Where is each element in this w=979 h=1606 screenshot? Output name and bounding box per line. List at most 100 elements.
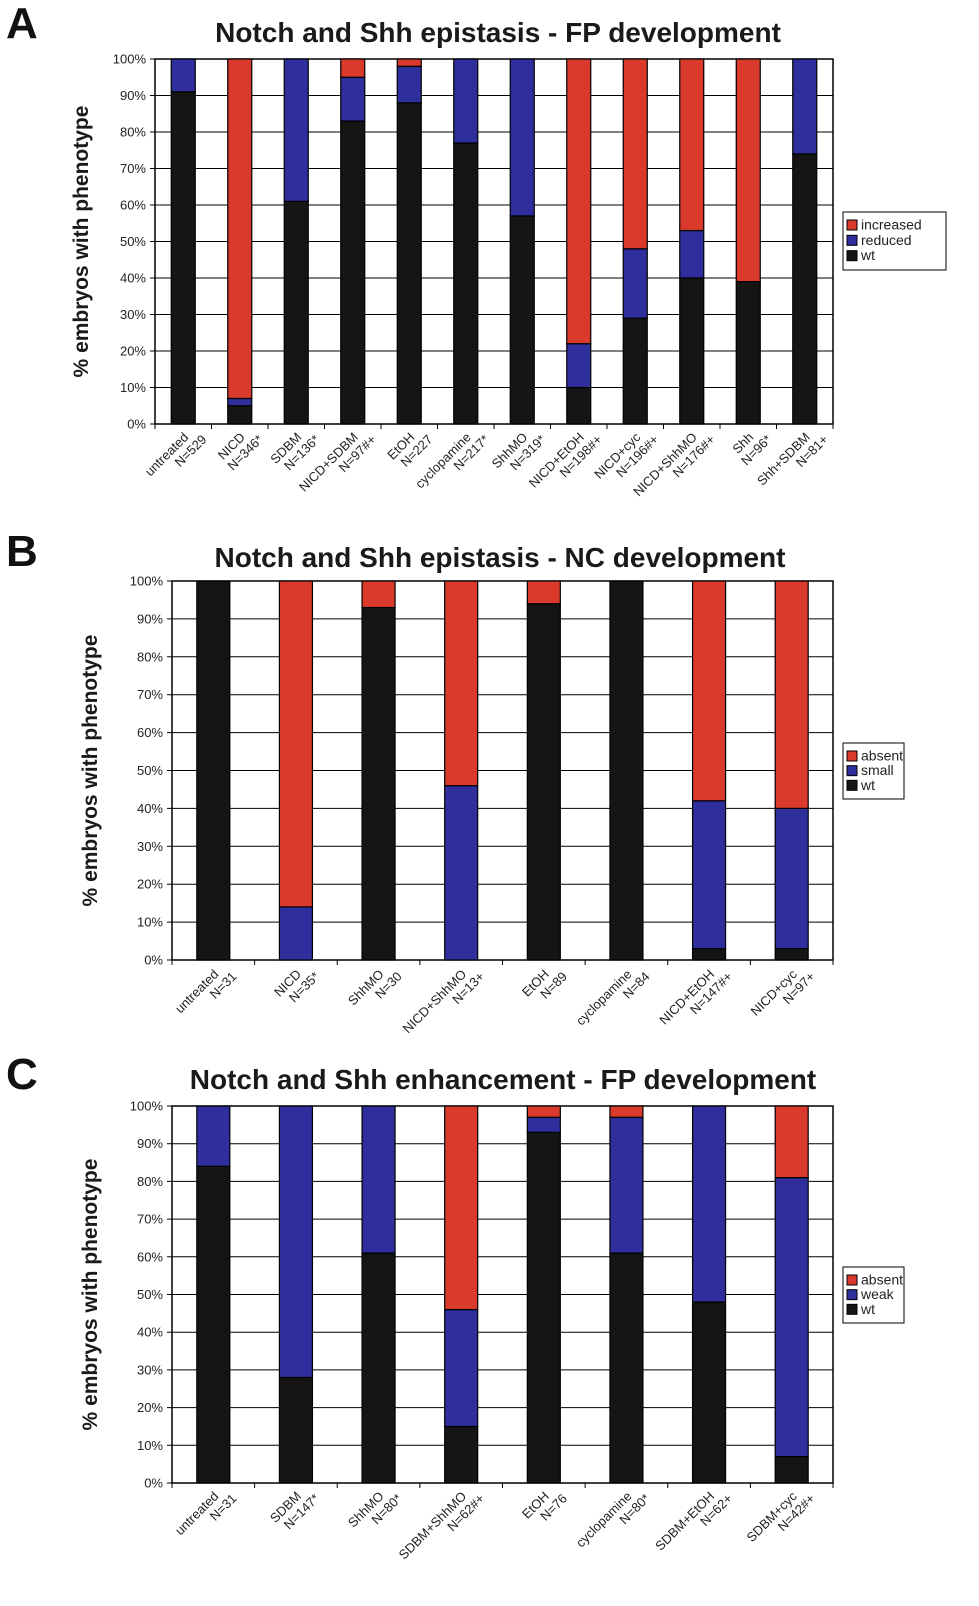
bar-wt [453, 142, 479, 425]
y-tick-label: 50% [137, 1287, 163, 1302]
bar-wt [509, 215, 535, 425]
bar-wt [691, 948, 727, 961]
bar-reduced [170, 58, 196, 93]
bar-wt [622, 317, 648, 425]
bar-reduced [227, 397, 253, 407]
bar-wt [196, 580, 231, 961]
y-tick-label: 30% [137, 839, 163, 854]
bar-reduced [340, 76, 366, 122]
bar-wt [444, 1425, 479, 1484]
y-tick-label: 100% [130, 1099, 164, 1114]
bar-reduced [679, 229, 705, 279]
legend-label-wt: wt [860, 247, 875, 263]
bar-absent [361, 580, 396, 609]
y-tick-label: 90% [137, 1136, 163, 1151]
y-tick-label: 10% [120, 380, 146, 395]
legend-swatch-absent [846, 1274, 858, 1286]
y-tick-label: 20% [120, 344, 146, 359]
bar-wt [792, 153, 818, 425]
chart-title: Notch and Shh enhancement - FP developme… [190, 1064, 816, 1095]
y-tick-label: 40% [137, 801, 163, 816]
bar-absent [609, 1105, 644, 1118]
bar-wt [679, 277, 705, 425]
y-tick-label: 80% [120, 125, 146, 140]
y-tick-label: 20% [137, 877, 163, 892]
legend-swatch-wt [846, 1303, 858, 1315]
y-tick-label: 70% [137, 1212, 163, 1227]
bar-wt [278, 1376, 314, 1484]
bar-reduced [396, 65, 422, 104]
legend-label-increased: increased [861, 217, 922, 233]
bar-wt [774, 948, 809, 961]
panel-letter: C [6, 1050, 38, 1099]
bar-reduced [566, 343, 592, 389]
y-tick-label: 10% [137, 1438, 163, 1453]
legend-label-weak: weak [860, 1286, 895, 1302]
y-tick-label: 60% [137, 725, 163, 740]
bar-wt [283, 200, 309, 425]
y-tick-label: 0% [127, 417, 146, 432]
bar-wt [691, 1301, 727, 1484]
legend-swatch-absent [846, 750, 858, 762]
bar-increased [622, 58, 648, 250]
bar-increased [735, 58, 761, 283]
y-tick-label: 100% [113, 52, 147, 67]
bar-wt [170, 91, 196, 425]
legend-swatch-reduced [846, 234, 858, 246]
y-tick-label: 80% [137, 1174, 163, 1189]
legend-swatch-weak [846, 1289, 858, 1301]
bar-absent [774, 1105, 809, 1179]
bar-small [691, 800, 727, 950]
chart-title: Notch and Shh epistasis - FP development [215, 17, 781, 48]
bar-increased [566, 58, 592, 345]
y-tick-label: 50% [120, 234, 146, 249]
bar-absent [774, 580, 809, 809]
bar-absent [526, 580, 561, 605]
bar-weak [691, 1105, 727, 1303]
bar-absent [444, 1105, 479, 1311]
y-tick-label: 90% [120, 88, 146, 103]
legend-swatch-wt [846, 779, 858, 791]
y-tick-label: 40% [120, 271, 146, 286]
bar-increased [227, 58, 253, 400]
legend-label-absent: absent [861, 1272, 903, 1288]
legend-swatch-wt [846, 250, 858, 262]
legend-swatch-small [846, 765, 858, 777]
legend-label-absent: absent [861, 748, 903, 764]
y-tick-label: 90% [137, 611, 163, 626]
y-axis-label: % embryos with phenotype [70, 106, 93, 378]
legend-swatch-increased [846, 219, 858, 231]
bar-weak [526, 1116, 561, 1133]
panel-letter: A [6, 0, 38, 48]
y-tick-label: 80% [137, 649, 163, 664]
y-tick-label: 20% [137, 1400, 163, 1415]
bar-wt [196, 1165, 231, 1484]
bar-weak [278, 1105, 314, 1379]
bar-reduced [622, 248, 648, 319]
bar-weak [609, 1116, 644, 1254]
bar-wt [526, 1131, 561, 1484]
bar-weak [361, 1105, 396, 1254]
y-axis-label: % embryos with phenotype [79, 635, 102, 907]
bar-increased [340, 58, 366, 78]
bar-weak [774, 1177, 809, 1458]
y-tick-label: 0% [144, 1476, 163, 1491]
